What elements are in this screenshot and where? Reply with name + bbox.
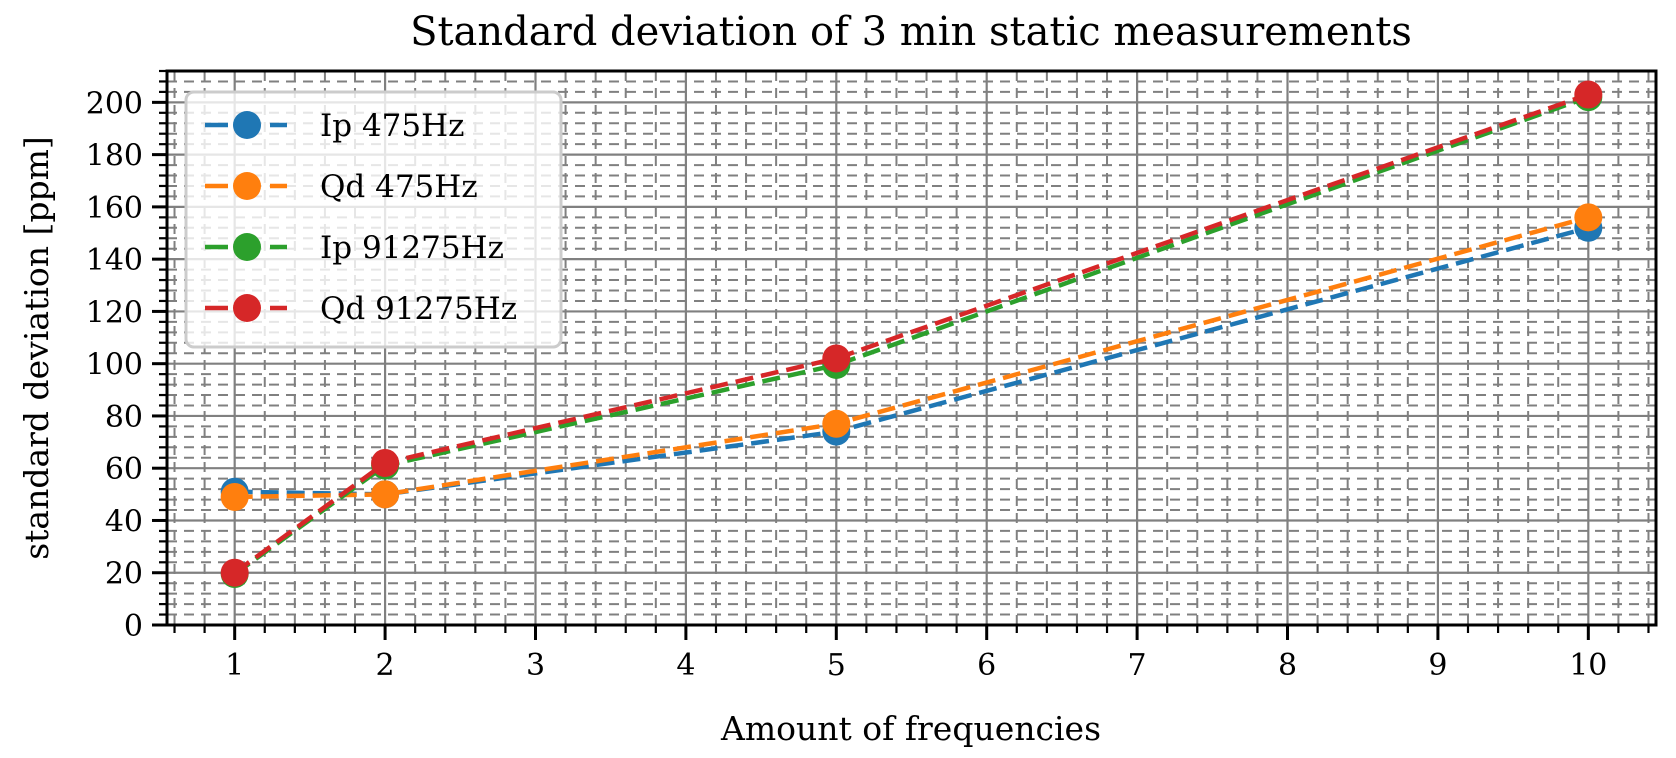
legend-marker [233,111,261,139]
series-qd-91275hz [220,80,1603,587]
data-point [371,480,400,509]
data-point [220,558,249,587]
x-tick-label: 6 [977,648,996,683]
legend-item: Qd 91275Hz [205,291,517,327]
data-point [1574,80,1603,109]
y-tick-label: 100 [86,348,143,383]
x-tick-label: 5 [827,648,846,683]
series-line [233,92,1590,575]
y-tick-label: 140 [86,243,143,278]
x-tick-label: 10 [1569,648,1607,683]
y-tick-label: 40 [105,504,143,539]
x-axis-label: Amount of frequencies [720,709,1101,748]
legend-marker [233,233,261,261]
y-tick-label: 80 [105,400,143,435]
legend-item: Ip 475Hz [205,108,464,144]
x-tick-label: 7 [1128,648,1147,683]
x-tick-label: 8 [1278,648,1297,683]
x-tick-label: 3 [526,648,545,683]
y-tick-label: 20 [105,557,143,592]
legend-label: Ip 475Hz [320,108,464,144]
data-point [822,344,851,373]
legend-box [184,90,563,349]
axes-frame [165,69,1658,627]
legend-marker [233,294,261,322]
legend-item: Qd 475Hz [205,169,478,205]
data-point [220,482,249,511]
series-line [234,215,1589,500]
data-point [371,448,400,477]
y-tick-label: 60 [105,452,143,487]
y-tick-label: 180 [86,139,143,174]
y-tick-label: 120 [86,295,143,330]
legend-label: Qd 475Hz [320,169,478,205]
y-tick-label: 200 [86,86,143,121]
x-tick-label: 2 [376,648,395,683]
chart-title: Standard deviation of 3 min static measu… [410,9,1412,55]
x-tick-label: 1 [225,648,244,683]
series-layer [220,80,1603,589]
legend-label: Qd 91275Hz [320,291,517,327]
legend-label: Ip 91275Hz [320,230,504,266]
legend: Ip 475Hz Qd 475Hz Ip 91275Hz Qd 91275Hz [184,90,563,349]
series-qd-475hz [220,203,1603,511]
legend-marker [233,172,261,200]
y-axis-label: standard deviation [ppm] [17,136,56,560]
x-tick-label: 4 [676,648,695,683]
x-tick-labels: 1 2 3 4 5 6 7 8 9 10 [225,648,1607,683]
y-tick-labels: 0 20 40 60 80 100 120 140 160 180 200 [86,86,143,644]
series-line [234,225,1589,497]
axis-ticks [152,69,1650,640]
y-tick-label: 160 [86,191,143,226]
data-point [822,409,851,438]
y-tick-label: 0 [124,609,143,644]
data-point [1574,203,1603,232]
x-tick-label: 9 [1428,648,1447,683]
legend-item: Ip 91275Hz [205,230,504,266]
